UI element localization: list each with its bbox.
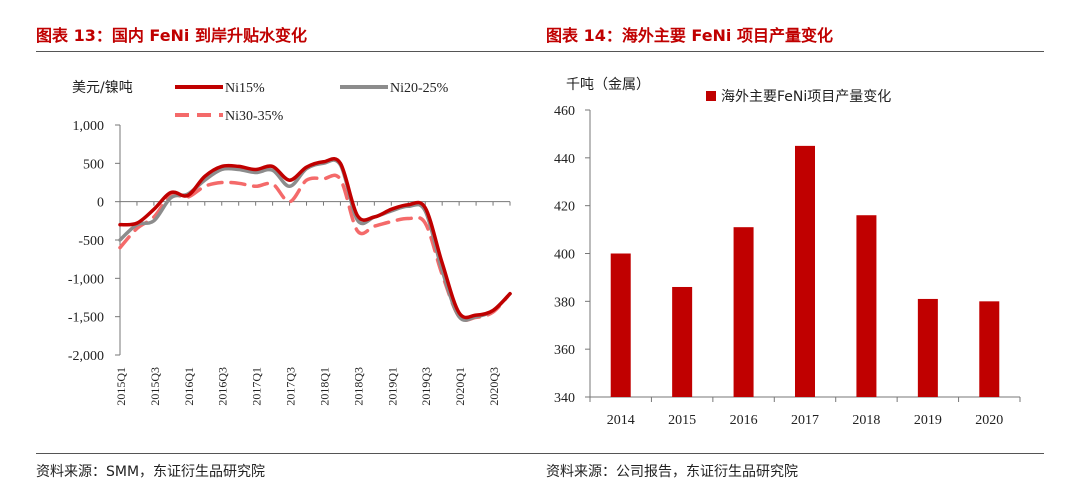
bar-2017 xyxy=(795,145,815,397)
right-chart: 千吨（金属） 340 360 380 400 420 440 460 2014 2015 2016 2… xyxy=(554,77,1021,428)
x-tick-label: 2014 xyxy=(607,413,635,428)
y-tick-label: 440 xyxy=(554,152,575,167)
bar-2018 xyxy=(856,215,877,397)
bottom-divider xyxy=(36,453,1044,454)
legend-label: 海外主要FeNi项目产量变化 xyxy=(721,89,891,105)
legend-label: Ni20-25% xyxy=(390,81,449,96)
left-chart-title: 图表 13：国内 FeNi 到岸升贴水变化 xyxy=(36,26,307,45)
y-tick-label: -2,000 xyxy=(68,349,104,364)
x-tick-label: 2018Q3 xyxy=(351,367,365,406)
x-tick-label: 2018 xyxy=(852,413,880,428)
x-tick-label: 2015Q3 xyxy=(148,367,162,406)
y-axis-label: 美元/镍吨 xyxy=(72,80,133,96)
bar-2020 xyxy=(979,301,1000,397)
y-tick-label: 0 xyxy=(97,196,104,211)
bar-2016 xyxy=(733,227,754,397)
x-tick-label: 2015Q1 xyxy=(114,367,128,406)
x-tick-label: 2020 xyxy=(975,413,1003,428)
y-tick-label: 360 xyxy=(554,343,575,358)
x-tick-label: 2020Q1 xyxy=(453,367,467,406)
bar-2015 xyxy=(672,286,693,397)
y-axis-label: 千吨（金属） xyxy=(566,77,650,93)
right-chart-source: 资料来源：公司报告，东证衍生品研究院 xyxy=(546,464,798,480)
series-line-ni30-35 xyxy=(118,173,512,322)
x-tick-label: 2016Q1 xyxy=(182,367,196,406)
x-tick-label: 2020Q3 xyxy=(487,367,501,406)
right-chart-title: 图表 14：海外主要 FeNi 项目产量变化 xyxy=(546,26,833,45)
legend-swatch xyxy=(706,91,716,101)
y-tick-label: 420 xyxy=(554,200,575,215)
legend-label: Ni15% xyxy=(225,81,265,96)
y-tick-label: 340 xyxy=(554,391,575,406)
x-tick-label: 2017Q1 xyxy=(250,367,264,406)
x-tick-label: 2016Q3 xyxy=(216,367,230,406)
bar-2019 xyxy=(917,298,938,397)
y-tick-label: 400 xyxy=(554,248,575,263)
bar-2014 xyxy=(610,253,631,397)
x-tick-label: 2017Q3 xyxy=(284,367,298,406)
y-tick-label: -1,500 xyxy=(68,311,104,326)
x-tick-label: 2018Q1 xyxy=(317,367,331,406)
y-tick-label: 500 xyxy=(83,157,104,172)
x-tick-label: 2015 xyxy=(668,413,696,428)
top-divider xyxy=(36,51,1044,52)
series-line-ni15 xyxy=(118,157,512,320)
y-tick-label: 1,000 xyxy=(73,119,105,134)
x-tick-label: 2017 xyxy=(791,413,819,428)
x-tick-label: 2019Q3 xyxy=(419,367,433,406)
y-tick-label: 460 xyxy=(554,104,575,119)
x-tick-label: 2019 xyxy=(914,413,942,428)
left-chart-source: 资料来源：SMM，东证衍生品研究院 xyxy=(36,464,266,480)
x-tick-label: 2019Q1 xyxy=(385,367,399,406)
y-tick-label: -500 xyxy=(78,234,104,249)
y-tick-label: 380 xyxy=(554,295,575,310)
legend-label: Ni30-35% xyxy=(225,109,284,124)
y-tick-label: -1,000 xyxy=(68,272,104,287)
left-chart: 美元/镍吨 1,000 500 0 -500 -1,000 -1,500 -2,000 2015… xyxy=(68,80,512,406)
x-tick-label: 2016 xyxy=(730,413,758,428)
